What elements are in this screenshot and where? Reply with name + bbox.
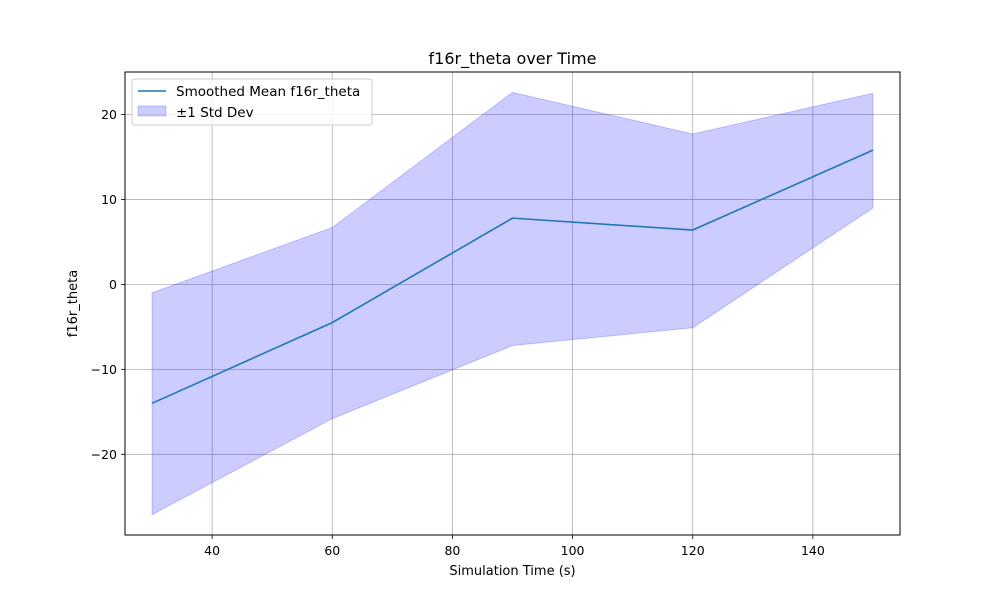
line-layer bbox=[151, 149, 874, 405]
x-tick-label: 80 bbox=[444, 543, 460, 558]
x-tick-label: 120 bbox=[681, 543, 705, 558]
x-tick-label: 100 bbox=[561, 543, 585, 558]
band-layer bbox=[151, 91, 874, 516]
y-tick-label: 20 bbox=[101, 107, 117, 122]
ticks: 40 60 80 100 120 140 −20 −10 0 10 20 bbox=[91, 107, 825, 558]
y-tick-label: −10 bbox=[91, 362, 117, 377]
legend-label-std: ±1 Std Dev bbox=[176, 105, 254, 121]
legend: Smoothed Mean f16r_theta ±1 Std Dev bbox=[131, 78, 373, 126]
mean-line bbox=[151, 149, 874, 405]
x-axis-label: Simulation Time (s) bbox=[449, 564, 575, 579]
legend-label-mean: Smoothed Mean f16r_theta bbox=[176, 84, 360, 100]
y-tick-label: 10 bbox=[101, 192, 117, 207]
grid bbox=[125, 72, 900, 535]
x-tick-label: 140 bbox=[801, 543, 825, 558]
legend-band-swatch bbox=[137, 105, 167, 117]
std-dev-band bbox=[151, 91, 874, 516]
y-tick-label: 0 bbox=[109, 277, 117, 292]
x-tick-label: 60 bbox=[324, 543, 340, 558]
plot-frame bbox=[124, 71, 901, 536]
legend-frame bbox=[131, 78, 373, 126]
y-tick-label: −20 bbox=[91, 447, 117, 462]
x-tick-label: 40 bbox=[204, 543, 220, 558]
y-axis-label: f16r_theta bbox=[66, 270, 81, 337]
chart-title: f16r_theta over Time bbox=[429, 49, 597, 69]
